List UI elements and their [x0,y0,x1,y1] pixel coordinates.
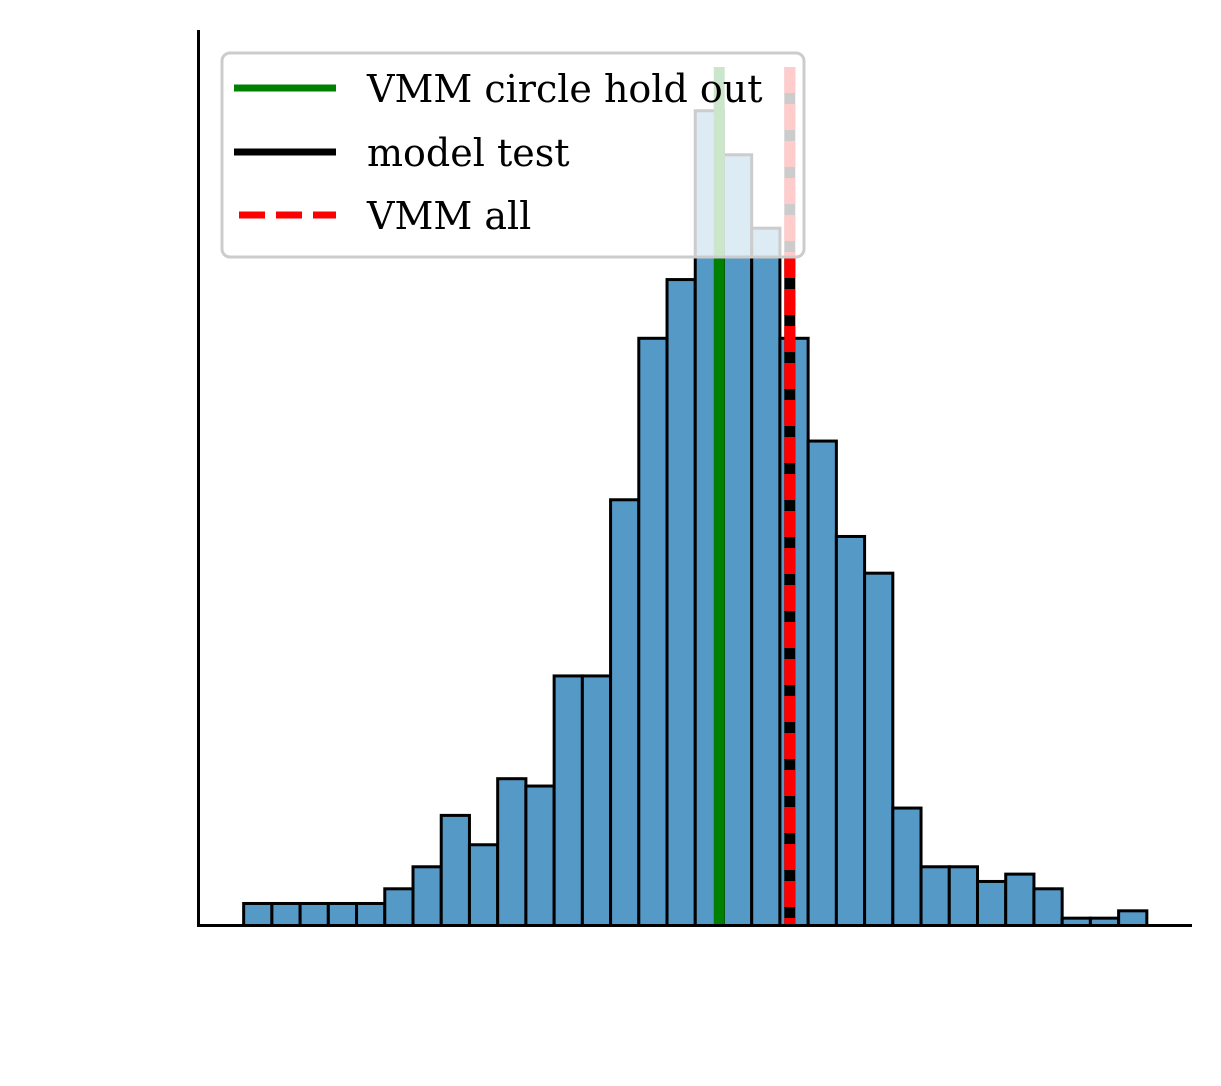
histogram-bar [609,498,641,927]
legend-label-vmm-circle-hold-out: VMM circle hold out [366,67,762,111]
histogram-bar [326,901,359,927]
legend-frame [220,51,806,259]
legend-entry: VMM all [239,194,531,238]
axes-layer [197,30,1192,927]
histogram-bar [524,784,556,927]
legend-entry: model test [234,131,570,175]
legend-label-model-test: model test [367,131,570,175]
legend-entry: VMM circle hold out [234,67,762,111]
histogram-bar [863,571,895,927]
histogram-bar [580,674,613,927]
histogram-bar [298,901,330,927]
legend: VMM circle hold out model test VMM all [220,51,806,259]
histogram-bar [1032,887,1064,927]
histogram-bar [270,901,302,927]
bars-layer [242,109,1149,928]
histogram-bar [242,901,274,927]
histogram-bar [355,901,387,927]
histogram-bar [975,879,1008,928]
legend-label-vmm-all: VMM all [366,194,531,238]
histogram-bar [919,865,951,928]
histogram-bar [834,534,867,927]
histogram-bar [665,278,697,927]
histogram-bar [496,777,528,928]
histogram-bar [806,439,838,927]
histogram-bar [1004,872,1036,927]
histogram-bar [439,813,471,928]
histogram-bar [721,153,754,927]
histogram-bar [750,226,782,927]
histogram-bar [891,806,923,927]
histogram-bar [1117,909,1149,928]
histogram-bar [383,887,415,927]
histogram-bar [552,674,584,927]
histogram-bar [467,843,500,928]
histogram-bar [947,865,979,928]
histogram-bar [637,336,669,928]
histogram-bar [411,865,443,928]
